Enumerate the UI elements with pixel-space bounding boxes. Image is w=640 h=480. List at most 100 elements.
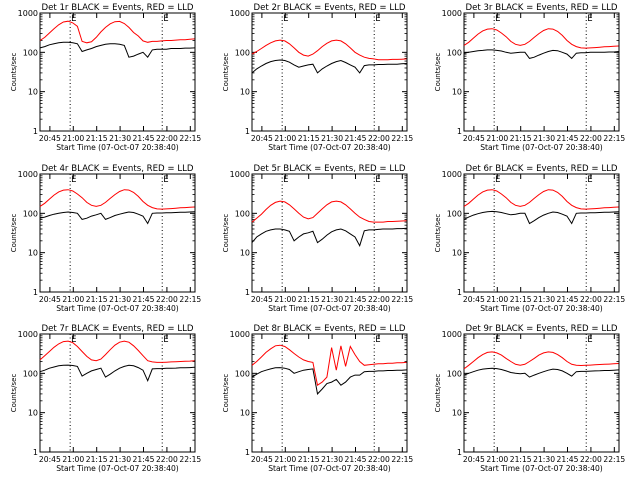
x-tick-label: 21:30 — [109, 455, 131, 464]
events-series-line — [251, 367, 407, 395]
plot-frame — [463, 12, 620, 132]
y-tick-label: 1 — [457, 127, 462, 136]
chart-title: Det 8r BLACK = Events, RED = LLD — [253, 324, 405, 334]
chart-title: Det 5r BLACK = Events, RED = LLD — [253, 164, 405, 174]
y-axis-label: Counts/sec — [10, 53, 18, 92]
x-axis-label: Start Time (07-Oct-07 20:38:40) — [480, 464, 603, 473]
x-tick-label: 21:15 — [86, 455, 108, 464]
time-marker-label: E — [587, 175, 592, 185]
x-tick-label: 21:00 — [486, 455, 508, 464]
x-axis-label: Start Time (07-Oct-07 20:38:40) — [268, 143, 391, 152]
detector-panel: Det 3r BLACK = Events, RED = LLD Counts/s… — [434, 3, 625, 152]
y-tick-label: 100 — [235, 48, 250, 57]
lld-series-line — [251, 344, 407, 387]
y-tick-label: 100 — [23, 369, 38, 378]
x-tick-label: 22:00 — [580, 295, 602, 304]
x-tick-label: 20:45 — [463, 295, 485, 304]
detector-panel: Det 1r BLACK = Events, RED = LLD Counts/s… — [10, 3, 201, 152]
x-tick-label: 22:15 — [179, 134, 201, 143]
x-tick-label: 22:00 — [156, 134, 178, 143]
x-axis-label: Start Time (07-Oct-07 20:38:40) — [268, 304, 391, 313]
time-marker-label: E — [375, 175, 380, 185]
x-axis-label: Start Time (07-Oct-07 20:38:40) — [56, 143, 179, 152]
x-tick-label: 20:45 — [463, 134, 485, 143]
plot-frame — [39, 12, 196, 132]
chart-title: Det 2r BLACK = Events, RED = LLD — [253, 3, 405, 13]
y-tick-label: 10 — [452, 409, 462, 418]
y-axis-label: Counts/sec — [434, 53, 442, 92]
x-tick-label: 22:00 — [368, 295, 390, 304]
chart-title: Det 1r BLACK = Events, RED = LLD — [41, 3, 193, 13]
x-tick-label: 20:45 — [39, 455, 61, 464]
events-series-line — [463, 367, 619, 378]
x-tick-label: 21:30 — [321, 295, 343, 304]
x-axis-label: Start Time (07-Oct-07 20:38:40) — [56, 464, 179, 473]
x-tick-label: 21:00 — [62, 295, 84, 304]
x-tick-label: 22:15 — [179, 455, 201, 464]
y-tick-label: 1 — [33, 288, 38, 297]
x-tick-label: 21:30 — [109, 134, 131, 143]
plot-frame — [39, 173, 196, 293]
y-tick-label: 1000 — [442, 170, 462, 179]
x-tick-label: 21:00 — [274, 455, 296, 464]
x-tick-label: 20:45 — [251, 455, 273, 464]
y-axis-label: Counts/sec — [434, 374, 442, 413]
y-tick-label: 1000 — [442, 330, 462, 339]
x-tick-label: 21:00 — [486, 295, 508, 304]
x-tick-label: 22:00 — [156, 455, 178, 464]
y-axis-label: Counts/sec — [222, 53, 230, 92]
y-tick-label: 10 — [452, 249, 462, 258]
x-tick-label: 21:30 — [533, 455, 555, 464]
y-tick-label: 1000 — [230, 170, 250, 179]
lld-series-line — [251, 200, 407, 223]
y-tick-label: 1000 — [18, 330, 38, 339]
chart-title: Det 3r BLACK = Events, RED = LLD — [465, 3, 617, 13]
y-tick-label: 10 — [240, 249, 250, 258]
y-axis-label: Counts/sec — [434, 214, 442, 253]
x-tick-label: 21:45 — [557, 295, 579, 304]
x-tick-label: 22:15 — [603, 134, 625, 143]
x-axis-label: Start Time (07-Oct-07 20:38:40) — [56, 304, 179, 313]
lld-series-line — [463, 351, 619, 370]
x-tick-label: 21:15 — [298, 455, 320, 464]
chart-title: Det 9r BLACK = Events, RED = LLD — [465, 324, 617, 334]
y-tick-label: 100 — [447, 48, 462, 57]
time-marker-label: E — [163, 175, 168, 185]
y-tick-label: 1 — [33, 448, 38, 457]
y-axis-label: Counts/sec — [222, 374, 230, 413]
x-tick-label: 21:45 — [133, 455, 155, 464]
plot-frame — [251, 173, 408, 293]
x-tick-label: 22:00 — [580, 134, 602, 143]
detector-panel: Det 8r BLACK = Events, RED = LLD Counts/s… — [222, 324, 413, 473]
time-marker-label: E — [163, 14, 168, 24]
chart-title: Det 7r BLACK = Events, RED = LLD — [41, 324, 193, 334]
y-tick-label: 100 — [235, 369, 250, 378]
x-tick-label: 22:15 — [391, 134, 413, 143]
y-tick-label: 1 — [457, 288, 462, 297]
x-tick-label: 20:45 — [463, 455, 485, 464]
lld-series-line — [463, 28, 619, 49]
y-tick-label: 1 — [245, 288, 250, 297]
plot-frame — [463, 333, 620, 453]
y-axis-label: Counts/sec — [10, 374, 18, 413]
detector-panel: Det 7r BLACK = Events, RED = LLD Counts/s… — [10, 324, 201, 473]
x-tick-label: 21:30 — [321, 455, 343, 464]
y-tick-label: 1000 — [18, 9, 38, 18]
y-tick-label: 10 — [452, 88, 462, 97]
events-series-line — [39, 211, 195, 225]
x-tick-label: 21:00 — [62, 134, 84, 143]
y-tick-label: 10 — [240, 409, 250, 418]
x-tick-label: 22:15 — [603, 455, 625, 464]
time-marker-label: E — [375, 335, 380, 345]
x-tick-label: 21:45 — [133, 134, 155, 143]
lld-series-line — [39, 20, 195, 44]
y-tick-label: 10 — [240, 88, 250, 97]
y-tick-label: 1 — [245, 448, 250, 457]
x-tick-label: 22:00 — [368, 455, 390, 464]
time-marker-label: E — [71, 175, 76, 185]
y-tick-label: 100 — [447, 369, 462, 378]
y-axis-label: Counts/sec — [222, 214, 230, 253]
x-tick-label: 21:30 — [533, 134, 555, 143]
y-tick-label: 100 — [235, 209, 250, 218]
